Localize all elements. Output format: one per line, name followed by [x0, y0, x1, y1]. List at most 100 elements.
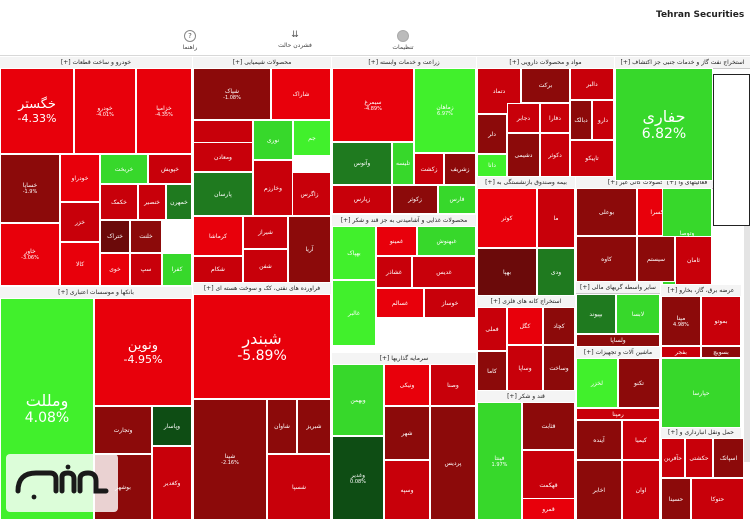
stock-tile[interactable]: کرماشا: [193, 216, 243, 256]
stock-tile[interactable]: بوعلی: [576, 188, 637, 236]
stock-tile[interactable]: حسینا: [661, 478, 691, 520]
stock-tile[interactable]: حپارسا: [661, 358, 741, 428]
stock-tile[interactable]: شیراز: [243, 216, 288, 249]
stock-tile[interactable]: غمینو: [376, 226, 417, 256]
stock-tile[interactable]: نوری: [253, 120, 293, 160]
stock-tile[interactable]: کچاد: [543, 307, 575, 345]
stock-tile[interactable]: دتماد: [477, 68, 521, 114]
stock-tile[interactable]: پارسان: [193, 172, 253, 216]
stock-tile[interactable]: زشریف: [444, 153, 476, 185]
stock-tile[interactable]: لابسا: [616, 294, 660, 334]
stock-tile[interactable]: زکشت: [414, 153, 444, 185]
stock-tile[interactable]: خریخت: [100, 154, 148, 184]
stock-tile[interactable]: وآتوس: [332, 142, 392, 185]
stock-tile[interactable]: ونیکی: [384, 364, 430, 406]
stock-tile[interactable]: غشاذر: [376, 256, 412, 288]
stock-tile[interactable]: آینده: [576, 420, 622, 460]
stock-tile[interactable]: زپارس: [332, 185, 392, 214]
stock-tile[interactable]: تکنو: [618, 358, 660, 408]
stock-tile[interactable]: کالا: [60, 242, 100, 286]
stock-tile[interactable]: بهپاک: [332, 226, 376, 280]
stock-tile[interactable]: شکام: [193, 256, 243, 283]
stock-tile[interactable]: آریا: [288, 216, 331, 283]
stock-tile[interactable]: خزر: [60, 202, 100, 242]
stock-tile[interactable]: خپویش: [148, 154, 192, 184]
stock-tile[interactable]: خودراو: [60, 154, 100, 202]
stock-tile[interactable]: شپاک -1.08%: [193, 68, 271, 120]
stock-tile[interactable]: شفن: [243, 249, 288, 283]
stock-tile[interactable]: کیمیا: [622, 420, 660, 460]
stock-tile[interactable]: جم: [293, 120, 331, 156]
stock-tile[interactable]: بپیوند: [576, 294, 616, 334]
stock-tile[interactable]: ونوین -4.95%: [94, 298, 192, 406]
stock-tile[interactable]: ختراک: [100, 220, 130, 253]
stock-tile[interactable]: وسپه: [384, 460, 430, 520]
compress-button[interactable]: ⇊ فشردن حالت: [275, 30, 315, 49]
stock-tile[interactable]: ومعادن: [193, 142, 253, 172]
stock-tile[interactable]: حفاری 6.82%: [615, 68, 713, 181]
stock-tile[interactable]: سیمرغ -4.89%: [332, 68, 414, 142]
stock-tile[interactable]: وکغدیر: [152, 446, 192, 520]
stock-tile[interactable]: حکشتی: [685, 438, 713, 478]
stock-tile[interactable]: شهر: [384, 406, 430, 460]
stock-tile[interactable]: اوان: [622, 460, 660, 520]
stock-tile[interactable]: وخارزم: [253, 160, 293, 216]
stock-tile[interactable]: خنصیر: [138, 184, 166, 220]
stock-tile[interactable]: بهپا: [477, 248, 537, 296]
stock-tile[interactable]: خاور -3.06%: [0, 223, 60, 286]
stock-tile[interactable]: وغدیر 0.08%: [332, 436, 384, 520]
stock-tile[interactable]: بسویچ: [701, 346, 741, 358]
stock-tile[interactable]: دجابر: [507, 103, 540, 133]
stock-tile[interactable]: ثامان: [675, 236, 712, 285]
stock-tile[interactable]: شبریز: [297, 399, 331, 454]
stock-tile[interactable]: خوی: [100, 253, 130, 286]
stock-tile[interactable]: خکمک: [100, 184, 138, 220]
stock-tile[interactable]: ودی: [537, 248, 575, 296]
stock-tile[interactable]: دانا: [477, 154, 507, 177]
stock-tile[interactable]: دلر: [477, 114, 507, 154]
stock-tile[interactable]: خودرو -4.01%: [74, 68, 136, 154]
scrollbar[interactable]: [744, 226, 750, 462]
stock-tile[interactable]: سیستم: [637, 236, 675, 282]
stock-tile[interactable]: خلنت: [130, 220, 162, 253]
stock-tile[interactable]: زماهان 6.97%: [414, 68, 476, 153]
stock-tile[interactable]: خساپا -1.9%: [0, 154, 60, 223]
stock-tile[interactable]: شاوان: [267, 399, 297, 454]
stock-tile[interactable]: وبهمن: [332, 364, 384, 436]
stock-tile[interactable]: وساخت: [543, 345, 575, 391]
stock-tile[interactable]: غبهنوش: [417, 226, 476, 256]
stock-tile[interactable]: غدیس: [412, 256, 476, 288]
settings-button[interactable]: تنظیمات: [383, 30, 423, 51]
stock-tile[interactable]: کگل: [507, 307, 543, 345]
stock-tile[interactable]: کوثر: [477, 188, 537, 248]
stock-tile[interactable]: غالبر: [332, 280, 376, 346]
stock-tile[interactable]: دبالک: [570, 100, 592, 140]
stock-tile[interactable]: خزامیا -4.35%: [136, 68, 192, 154]
stock-tile[interactable]: بموتو: [701, 296, 741, 346]
stock-tile[interactable]: فملی: [477, 307, 507, 351]
stock-tile[interactable]: خگستر -4.33%: [0, 68, 74, 154]
stock-tile[interactable]: کفرا: [162, 253, 192, 286]
stock-tile[interactable]: وتجارت: [94, 406, 152, 454]
stock-tile[interactable]: سپ: [130, 253, 162, 286]
stock-tile[interactable]: خمهرن: [166, 184, 192, 220]
stock-tile[interactable]: پردیس: [430, 406, 476, 520]
stock-tile[interactable]: لخزر: [576, 358, 618, 408]
stock-tile[interactable]: شسپا: [267, 454, 331, 520]
stock-tile[interactable]: برکت: [521, 68, 570, 103]
stock-tile[interactable]: دارو: [592, 100, 614, 140]
stock-tile[interactable]: تلیسه: [392, 142, 414, 185]
stock-tile[interactable]: قثابت: [522, 402, 575, 450]
stock-tile[interactable]: دفارا: [540, 103, 570, 133]
help-button[interactable]: ? راهنما: [170, 30, 210, 51]
sector-title[interactable]: سایر واسطه گریهای مالی [+]: [576, 282, 660, 294]
stock-tile[interactable]: رمپنا: [576, 408, 660, 420]
stock-tile[interactable]: غسالم: [376, 288, 424, 318]
stock-tile[interactable]: اسپاتک: [713, 438, 744, 478]
stock-tile[interactable]: خوساز: [424, 288, 476, 318]
stock-tile[interactable]: بفجر: [661, 346, 701, 358]
stock-tile[interactable]: زکوثر: [392, 185, 438, 214]
stock-tile[interactable]: زاگرس: [288, 172, 331, 216]
stock-tile[interactable]: وساپا: [507, 345, 543, 391]
stock-tile[interactable]: شاراک: [271, 68, 331, 120]
